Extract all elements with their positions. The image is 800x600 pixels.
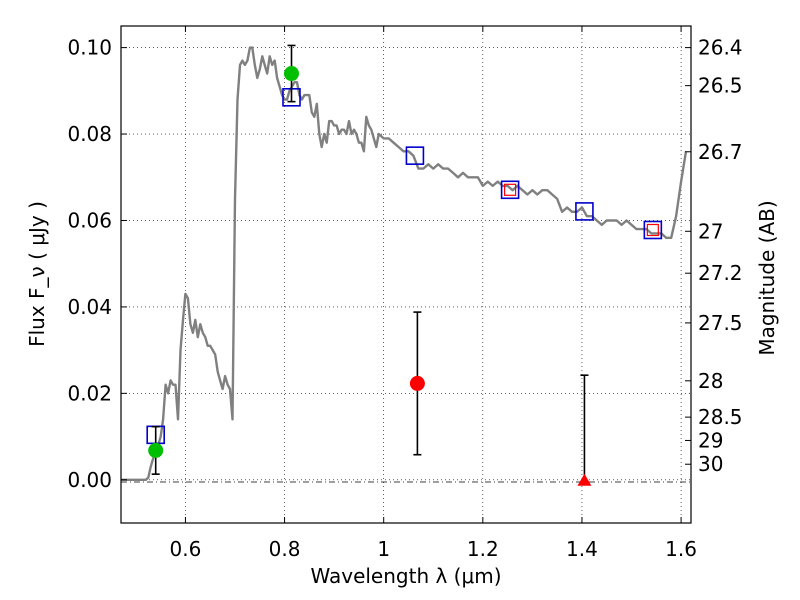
x-tick-label: 0.8 [269,537,301,561]
y-tick-label: 0.06 [67,208,112,232]
y-tick-label: 0.10 [67,36,112,60]
mag-tick-label: 28 [698,369,723,393]
mag-tick-label: 26.5 [698,74,743,98]
plot-frame [120,25,692,524]
model-band-inner-square [503,183,517,196]
model-band-square [643,220,663,240]
mag-tick-label: 26.7 [698,140,743,164]
x-axis-label: Wavelength λ (μm) [310,564,501,588]
detection-point [284,66,300,82]
model-band-square [575,202,594,221]
x-tick-label: 1.6 [665,537,697,561]
mag-tick-label: 27.5 [698,311,743,335]
mag-tick-label: 27 [698,219,723,243]
upper-limit-triangle [577,473,592,486]
mag-tick-label: 30 [698,452,723,476]
y-tick-label: 0.02 [67,381,112,405]
nondetection-point [409,375,425,391]
mag-tick-label: 29 [698,428,723,452]
model-layer [121,46,688,481]
y-tick-label: 0.04 [67,295,112,319]
marker-layer [146,44,663,486]
model-band-square [405,146,425,165]
y-tick-label: 0.00 [67,468,112,492]
x-tick-label: 1.2 [467,537,499,561]
model-band-inner-square [646,223,659,237]
mag-tick-label: 28.5 [698,405,743,429]
y-tick-label: 0.08 [67,122,112,146]
mag-tick-label: 27.2 [698,261,743,285]
y-axis-right-label: Magnitude (AB) [755,200,779,355]
grid [121,26,691,523]
x-tick-label: 1 [377,537,390,561]
sed-model-line [121,46,688,481]
ticks: 0.6 0.8 1 1.2 1.4 1.6 0.00 0.02 0.04 0.06 0.08 0.10… [67,26,743,561]
mag-tick-label: 26.4 [698,36,743,60]
y-axis-left-label: Flux F_ν ( μJy ) [25,201,49,347]
x-tick-label: 1.4 [566,537,598,561]
x-tick-label: 0.6 [170,537,202,561]
detection-point [148,442,164,458]
model-band-square [500,180,520,200]
